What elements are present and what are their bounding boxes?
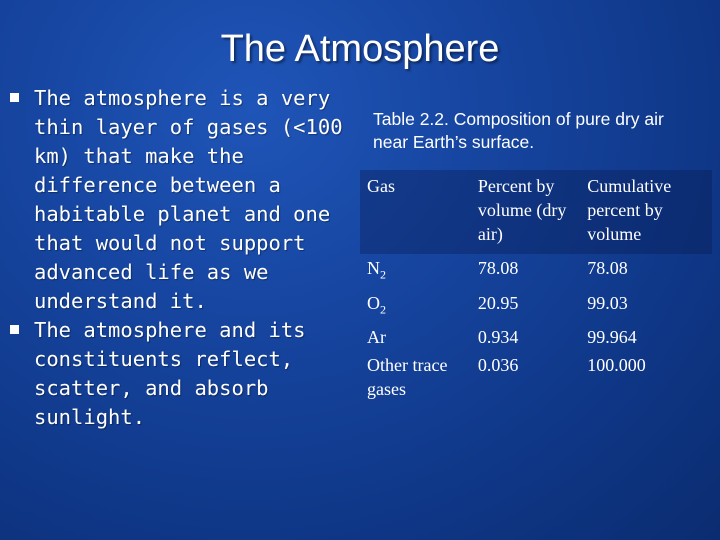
- gas-subscript: 2: [380, 302, 386, 317]
- column-header-cumulative: Cumulative percent by volume: [587, 176, 672, 244]
- bullet-item: The atmosphere and its constituents refl…: [6, 316, 351, 432]
- gas-cell: N2: [360, 254, 471, 289]
- gas-name: N: [367, 258, 380, 278]
- gas-cell: Other trace gases: [360, 351, 471, 403]
- percent-cell: 78.08: [477, 258, 519, 278]
- bullet-text: The atmosphere and its constituents refl…: [34, 318, 306, 429]
- table-header-row: Gas Percent by volume (dry air) Cumulati…: [360, 170, 712, 254]
- slide-title: The Atmosphere: [220, 28, 500, 70]
- percent-cell: 20.95: [477, 292, 519, 313]
- table-row: O2 20.95 99.03: [360, 289, 712, 324]
- percent-cell: 0.036: [477, 355, 519, 376]
- gas-name: Ar: [367, 327, 386, 348]
- gas-name: O: [367, 292, 380, 313]
- square-bullet-icon: [10, 93, 19, 102]
- cumulative-cell: 99.964: [587, 327, 637, 348]
- bullet-item: The atmosphere is a very thin layer of g…: [6, 84, 351, 316]
- column-header-percent: Percent by volume (dry air): [477, 176, 567, 244]
- cumulative-cell: 100.000: [587, 355, 646, 376]
- square-bullet-icon: [10, 325, 19, 334]
- table-row: N2 78.08 78.08: [360, 254, 712, 289]
- gas-cell: Ar: [360, 323, 471, 351]
- table-caption: Table 2.2. Composition of pure dry air n…: [373, 109, 664, 152]
- bullet-text: The atmosphere is a very thin layer of g…: [34, 86, 343, 313]
- percent-cell: 0.934: [477, 327, 519, 348]
- gas-subscript: 2: [380, 267, 386, 282]
- gas-name: Other trace gases: [367, 355, 448, 400]
- table-row: Other trace gases 0.036 100.000: [360, 351, 712, 403]
- cumulative-cell: 78.08: [587, 258, 628, 278]
- table-row: Ar 0.934 99.964: [360, 323, 712, 351]
- cumulative-cell: 99.03: [587, 292, 628, 313]
- gas-cell: O2: [360, 289, 471, 324]
- column-header-gas: Gas: [367, 176, 395, 196]
- bullet-list: The atmosphere is a very thin layer of g…: [6, 84, 351, 432]
- composition-table: Gas Percent by volume (dry air) Cumulati…: [360, 170, 712, 403]
